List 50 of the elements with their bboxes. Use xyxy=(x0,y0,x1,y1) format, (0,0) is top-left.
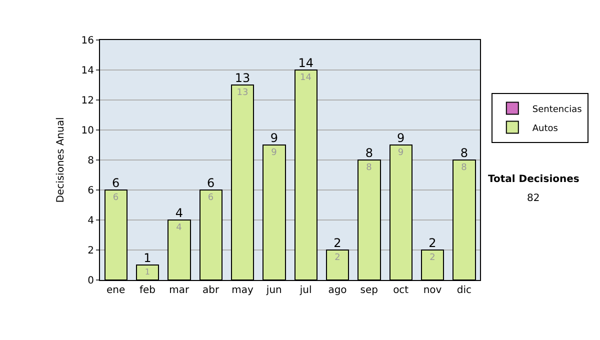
total-label: 6 xyxy=(207,176,215,190)
data-label: 2 xyxy=(334,253,340,263)
legend-label: Autos xyxy=(532,124,558,134)
total-label: 8 xyxy=(365,146,373,160)
total-label: 9 xyxy=(270,131,278,145)
total-label: 2 xyxy=(428,236,436,250)
y-tick-label: 10 xyxy=(81,126,94,136)
data-label: 6 xyxy=(208,193,214,203)
x-tick-label: abr xyxy=(202,285,220,296)
y-axis-title: Decisiones Anual xyxy=(55,117,66,203)
x-tick-label: oct xyxy=(393,285,409,296)
y-tick-label: 16 xyxy=(81,36,94,46)
y-tick-label: 2 xyxy=(88,246,94,256)
data-label: 13 xyxy=(236,88,248,98)
y-tick-label: 6 xyxy=(88,186,94,196)
x-tick-label: ago xyxy=(328,285,347,296)
data-label: 2 xyxy=(430,253,436,263)
x-tick-label: mar xyxy=(169,285,190,296)
data-label: 14 xyxy=(300,73,312,83)
data-label: 4 xyxy=(176,223,182,233)
y-tick-label: 4 xyxy=(88,216,94,226)
data-label: 1 xyxy=(144,266,150,276)
text: Total Decisiones xyxy=(488,174,580,185)
total-label: 9 xyxy=(397,131,405,145)
total-label: 6 xyxy=(112,176,120,190)
data-label: 6 xyxy=(112,193,119,203)
total-label: 13 xyxy=(234,71,250,85)
legend-label: Sentencias xyxy=(532,104,582,115)
data-label: 8 xyxy=(461,163,468,173)
x-tick-label: nov xyxy=(423,285,442,296)
total-label: 8 xyxy=(460,146,468,160)
y-tick-label: 14 xyxy=(81,66,94,76)
total-label: 1 xyxy=(144,251,152,265)
total-label: 14 xyxy=(298,56,314,70)
x-tick-label: jun xyxy=(265,285,282,296)
x-tick-label: sep xyxy=(360,285,378,296)
x-tick-label: jul xyxy=(298,285,312,296)
y-tick-label: 0 xyxy=(88,276,94,286)
data-label: 8 xyxy=(366,163,372,173)
data-label: 9 xyxy=(398,148,404,158)
x-tick-label: dic xyxy=(456,285,472,296)
data-label: 9 xyxy=(271,148,278,158)
total-label: 2 xyxy=(334,236,342,250)
y-tick-label: 12 xyxy=(81,96,94,106)
x-tick-label: feb xyxy=(139,285,156,296)
x-tick-label: may xyxy=(232,285,254,296)
x-tick-label: ene xyxy=(106,285,126,296)
y-tick-label: 8 xyxy=(88,156,94,166)
total-label: 4 xyxy=(175,206,183,220)
text: 82 xyxy=(527,193,540,204)
